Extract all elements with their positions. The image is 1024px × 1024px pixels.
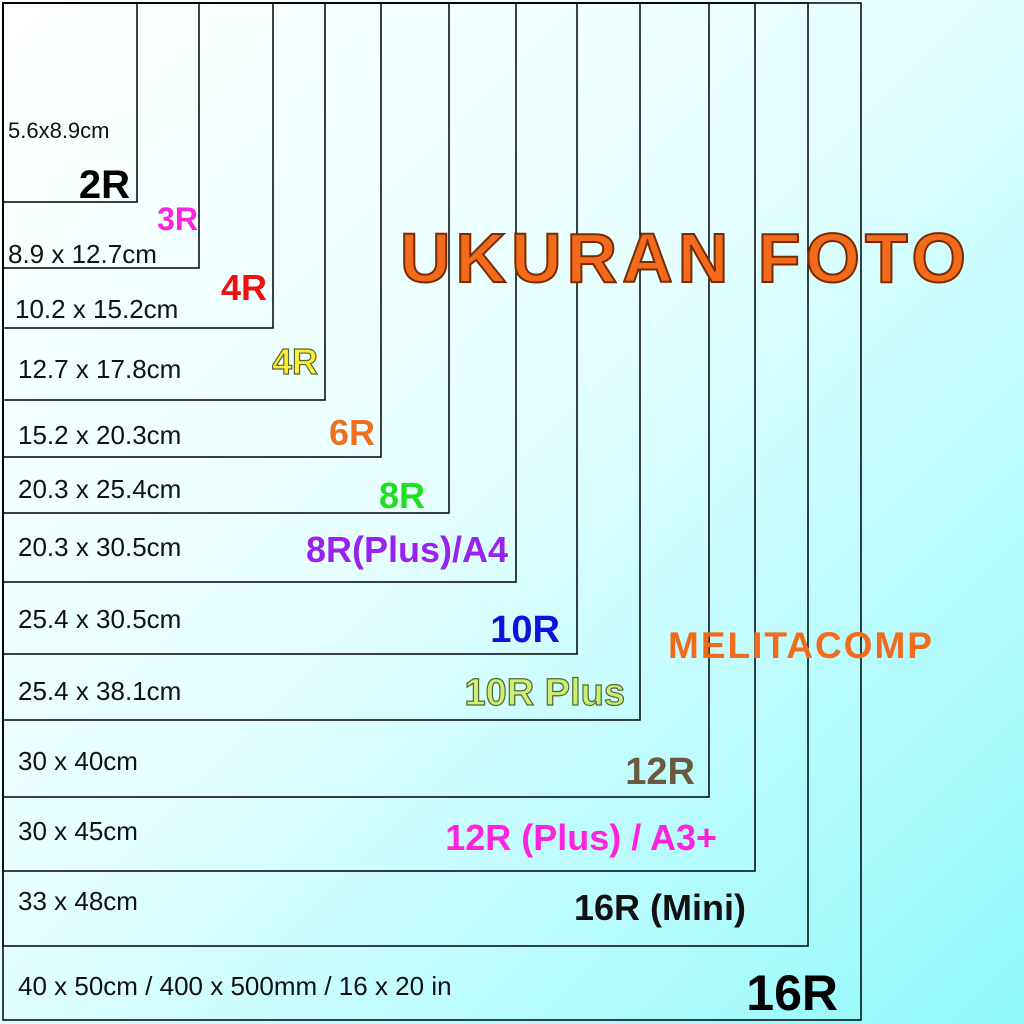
- size-name: 16R (Mini): [574, 887, 746, 928]
- brand: MELITACOMP: [668, 625, 934, 666]
- size-dimension: 40 x 50cm / 400 x 500mm / 16 x 20 in: [18, 971, 452, 1001]
- size-name: 12R: [625, 751, 695, 793]
- size-name: 6R: [329, 412, 375, 453]
- size-dimension: 33 x 48cm: [18, 886, 138, 916]
- size-name: 10R: [490, 609, 560, 651]
- size-dimension: 8.9 x 12.7cm: [8, 239, 157, 269]
- size-name: 3R: [157, 201, 198, 237]
- size-name: 10R Plus: [464, 672, 625, 714]
- size-dimension: 20.3 x 25.4cm: [18, 474, 181, 504]
- size-dimension: 25.4 x 30.5cm: [18, 604, 181, 634]
- size-name: 2R: [79, 163, 130, 207]
- size-dimension: 12.7 x 17.8cm: [18, 354, 181, 384]
- size-dimension: 10.2 x 15.2cm: [15, 294, 178, 324]
- size-dimension: 25.4 x 38.1cm: [18, 676, 181, 706]
- size-name: 8R: [379, 475, 425, 516]
- size-name: 8R(Plus)/A4: [306, 529, 508, 570]
- size-frame: [2, 2, 862, 1021]
- size-name: 12R (Plus) / A3+: [445, 817, 717, 858]
- size-dimension: 5.6x8.9cm: [8, 118, 110, 143]
- size-name: 16R: [746, 965, 838, 1021]
- size-dimension: 20.3 x 30.5cm: [18, 532, 181, 562]
- size-dimension: 30 x 45cm: [18, 816, 138, 846]
- size-name: 4R: [221, 267, 267, 308]
- size-dimension: 15.2 x 20.3cm: [18, 420, 181, 450]
- title: UKURAN FOTO: [400, 219, 971, 297]
- size-dimension: 30 x 40cm: [18, 746, 138, 776]
- size-name: 4R: [272, 341, 318, 382]
